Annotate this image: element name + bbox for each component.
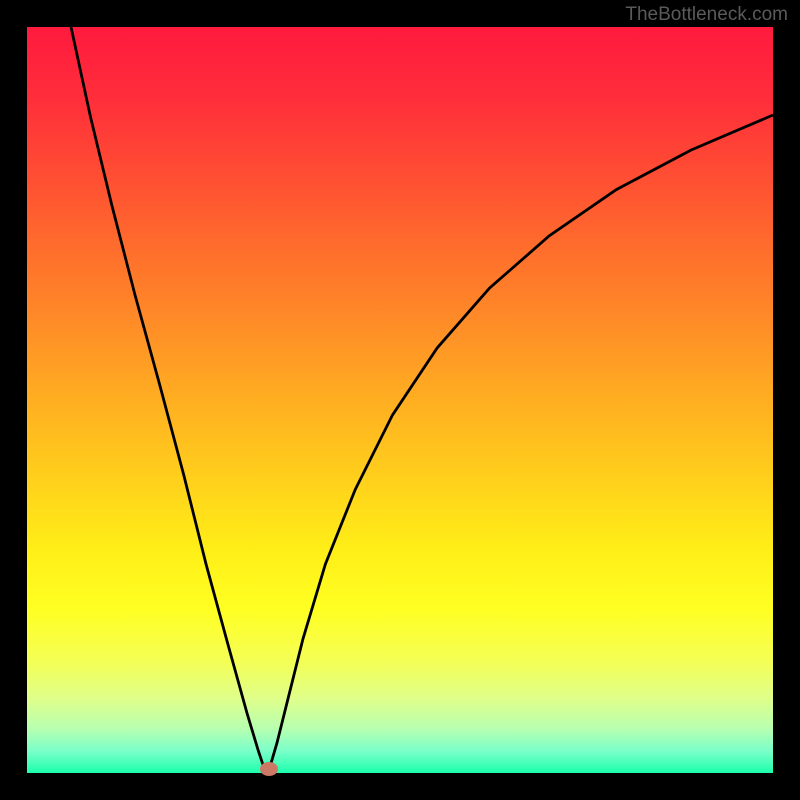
watermark-text: TheBottleneck.com <box>625 4 788 26</box>
plot-area <box>27 27 773 773</box>
optimal-point-marker <box>260 762 278 776</box>
bottleneck-curve <box>27 27 773 773</box>
